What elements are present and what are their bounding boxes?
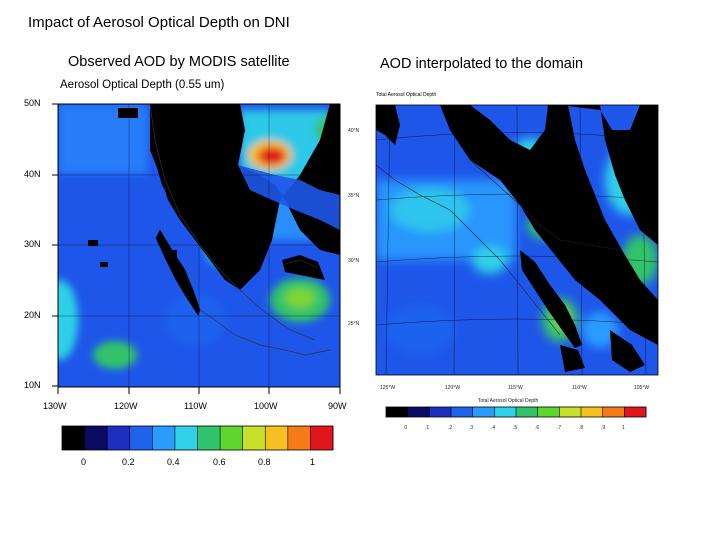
y-tick-10n: 10N [24,380,41,390]
r-colorbar-label: Total Aerosol Optical Depth [478,398,539,404]
interp-cb-swatch-11 [624,407,647,417]
x-tick-90w: 90W [328,401,347,411]
modis-cb-swatch-7 [220,426,244,450]
interp-cb-border [385,406,647,418]
cb-tick-0.4: 0.4 [167,457,180,467]
y-tick-30n: 30N [24,239,41,249]
interp-cb-swatch-8 [559,407,582,417]
r-cb-tick-5: .5 [513,425,518,431]
interp-cb-swatch-6 [516,407,539,417]
r-x-tick-110w: 110°W [572,385,587,391]
y-tick-50n: 50N [24,98,41,108]
r-cb-tick-2: .2 [448,425,453,431]
x-tick-110w: 110W [184,401,207,411]
modis-cb-swatch-5 [174,426,198,450]
r-y-tick-35n: 35°N [348,193,360,199]
interp-aod-field [376,105,658,375]
modis-cb-swatch-4 [152,426,176,450]
modis-cb-swatch-10 [287,426,311,450]
left-subtitle: Observed AOD by MODIS satellite [68,54,290,70]
r-cb-tick-0: .0 [403,425,408,431]
cb-tick-0.8: 0.8 [258,457,271,467]
interp-map-title: Total Aerosol Optical Depth [376,92,437,98]
r-y-tick-30n: 30°N [348,258,360,264]
r-cb-tick-8: .8 [579,425,584,431]
r-cb-tick-7: .7 [557,425,562,431]
interp-colorbar [385,406,647,418]
cb-tick-0: 0 [81,457,87,467]
r-x-tick-115w: 115°W [508,385,523,391]
modis-cb-swatch-1 [84,426,108,450]
r-x-tick-120w: 120°W [445,385,461,391]
r-x-tick-105w: 105°W [634,385,650,391]
interp-cb-swatch-7 [537,407,560,417]
modis-cb-swatch-3 [129,426,153,450]
cb-tick-0.6: 0.6 [213,457,226,467]
x-tick-130w: 130W [43,401,67,411]
modis-cb-swatch-0 [62,426,86,450]
interp-cb-swatch-1 [407,407,430,417]
y-tick-40n: 40N [24,169,41,179]
modis-cb-swatch-8 [242,426,266,450]
slide-title: Impact of Aerosol Optical Depth on DNI [28,14,290,31]
r-cb-tick-1: .1 [425,425,430,431]
right-subtitle: AOD interpolated to the domain [380,56,584,72]
x-tick-120w: 120W [114,401,138,411]
modis-cb-swatch-11 [310,426,334,450]
interp-cb-swatch-0 [386,407,409,417]
r-cb-tick-9: .9 [601,425,606,431]
r-cb-tick-4: .4 [491,425,496,431]
interp-cb-swatch-9 [581,407,604,417]
interp-cb-swatch-10 [602,407,625,417]
interp-cb-swatch-2 [429,407,452,417]
interp-cb-swatch-3 [451,407,474,417]
r-y-tick-25n: 25°N [348,321,360,327]
modis-cb-swatch-6 [197,426,221,450]
interp-cb-swatch-4 [472,407,495,417]
y-tick-20n: 20N [24,310,41,320]
modis-colorbar [61,425,334,451]
modis-cb-border [61,425,334,451]
modis-aod-field [58,104,340,387]
r-cb-tick-3: .3 [469,425,474,431]
modis-map-title: Aerosol Optical Depth (0.55 um) [60,79,225,91]
modis-cb-swatch-9 [265,426,289,450]
interp-cb-swatch-5 [494,407,517,417]
r-y-tick-40n: 40°N [348,128,360,134]
cb-tick-0.2: 0.2 [122,457,135,467]
modis-cb-swatch-2 [107,426,131,450]
r-cb-tick-6: .6 [535,425,540,431]
r-x-tick-125w: 125°W [380,385,396,391]
cb-tick-1: 1 [310,457,316,467]
r-cb-tick-10: 1 [622,425,625,431]
x-tick-100w: 100W [254,401,278,411]
